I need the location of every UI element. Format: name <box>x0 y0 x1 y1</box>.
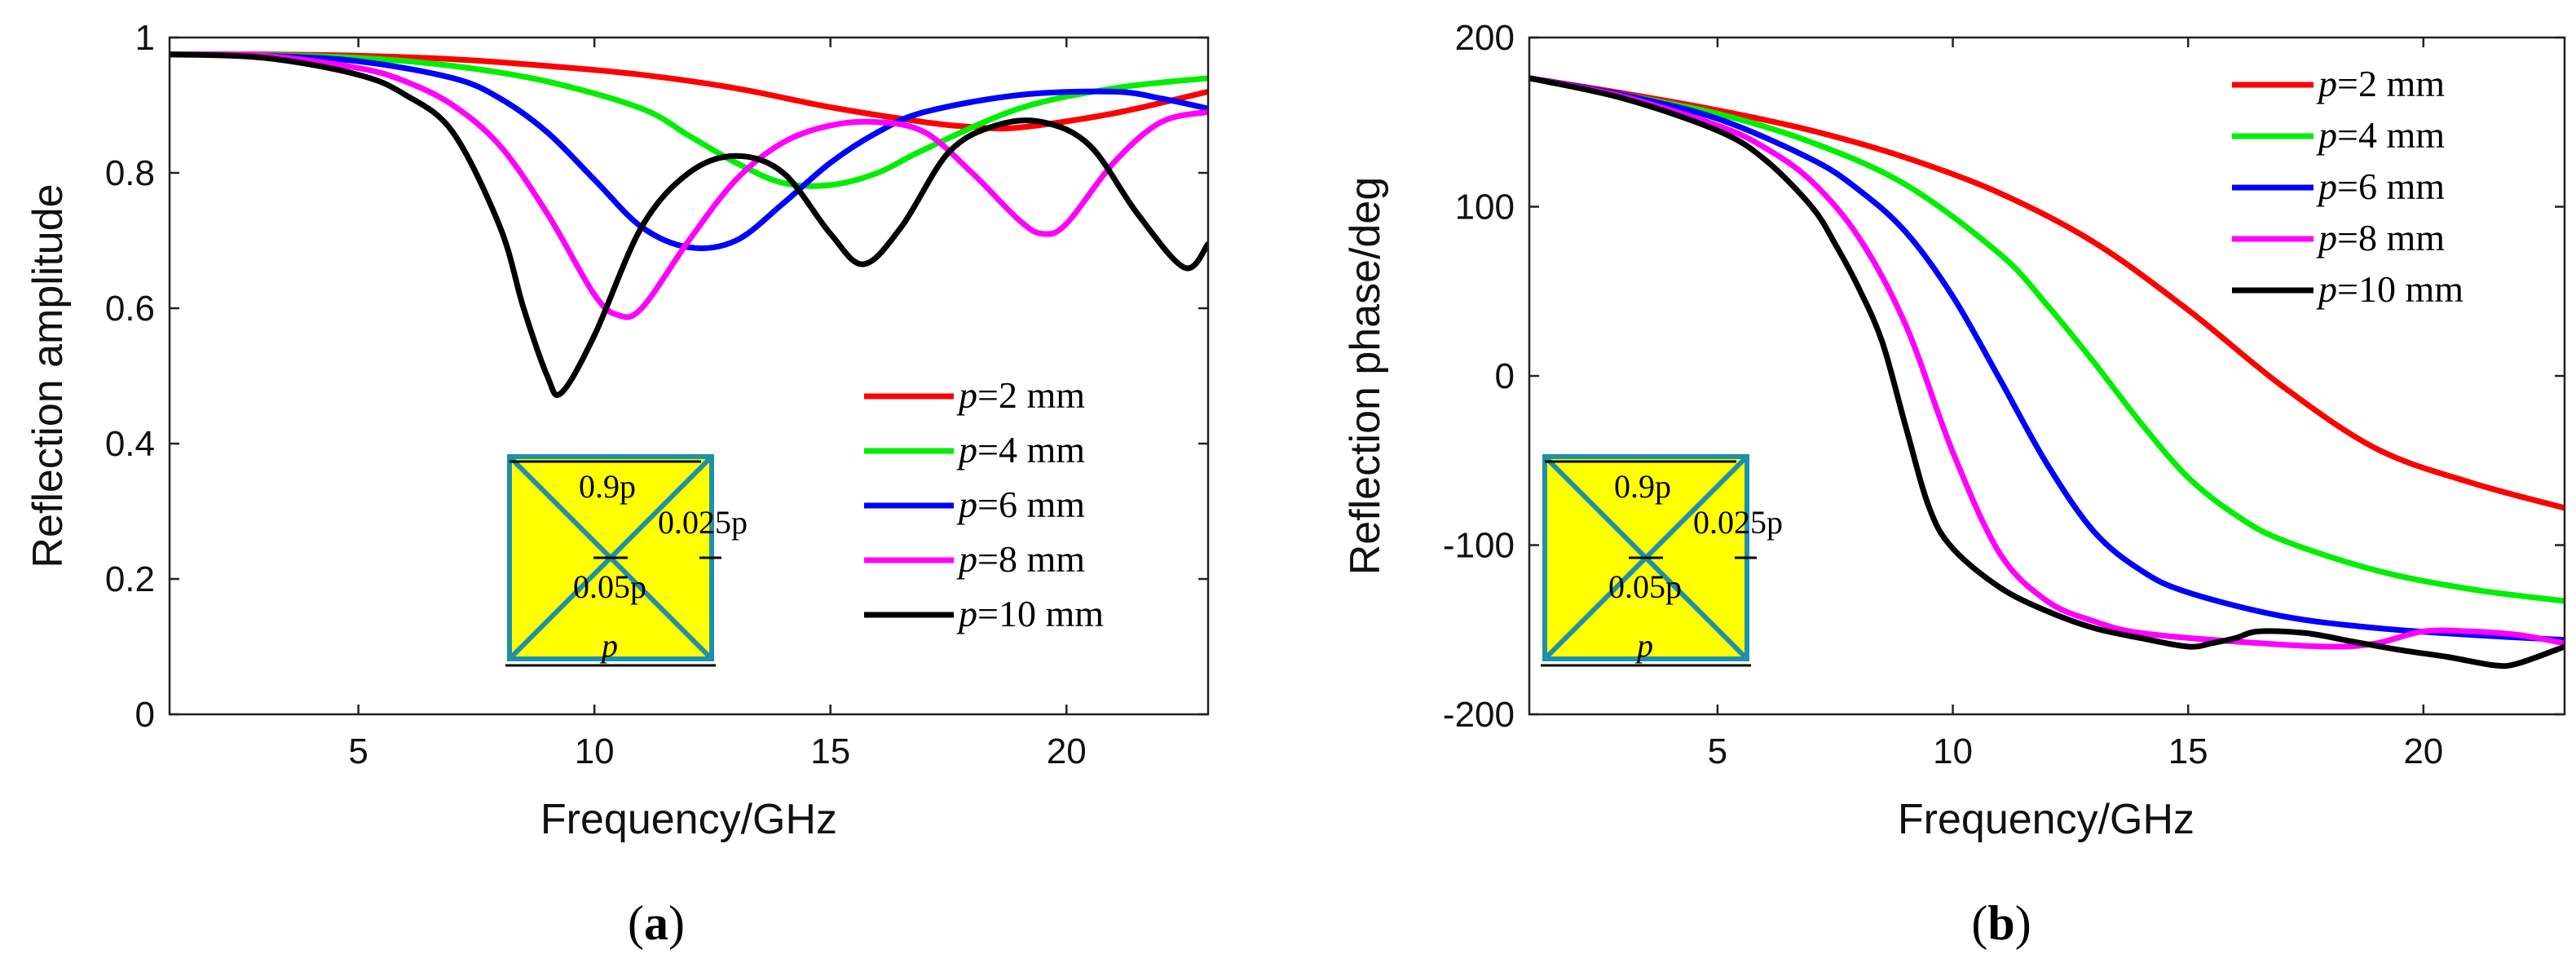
inset-label-period-b: p <box>1634 627 1653 664</box>
inset-label-gap-a: 0.05p <box>573 568 646 605</box>
series-line-b-1 <box>1529 75 2565 511</box>
legend-a: p=2 mmp=4 mmp=6 mmp=8 mmp=10 mm <box>864 374 1104 634</box>
legend-label-value: =8 mm <box>2337 217 2445 258</box>
legend-label-value: =10 mm <box>977 593 1104 634</box>
x-tick-label: 15 <box>2168 731 2208 771</box>
caption-letter-a: a <box>644 896 668 950</box>
y-ticks-a: 0 0.2 0.4 0.6 0.8 1 <box>105 18 1208 735</box>
x-tick-label: 10 <box>575 731 615 771</box>
y-tick-label: 1 <box>135 18 155 58</box>
legend-label-var: p <box>956 593 977 634</box>
y-tick-label: 100 <box>1455 188 1515 228</box>
legend-label-var: p <box>956 538 977 580</box>
legend-label-3: p=6 mm <box>2316 166 2445 207</box>
series-line-b-2 <box>1529 75 2565 604</box>
legend-label-5: p=10 mm <box>2316 268 2464 310</box>
x-ticks-b: 5 10 15 20 <box>1708 38 2443 771</box>
legend-b: p=2 mmp=4 mmp=6 mmp=8 mmp=10 mm <box>2232 63 2464 310</box>
caption-label-a: (a) <box>628 896 685 950</box>
y-tick-label: 0.2 <box>105 559 155 599</box>
y-tick-label: 0.4 <box>105 424 155 464</box>
legend-label-2: p=4 mm <box>2316 114 2445 156</box>
unit-cell-inset-b: 0.9p 0.05p 0.025p p <box>1541 454 1783 667</box>
legend-label-5: p=10 mm <box>956 593 1104 634</box>
legend-label-4: p=8 mm <box>956 538 1085 580</box>
x-tick-label: 15 <box>810 731 850 771</box>
legend-label-value: =2 mm <box>977 374 1085 416</box>
series-line-b-4 <box>1529 75 2565 650</box>
y-axis-label-b: Reflection phase/deg <box>1342 177 1389 576</box>
y-axis-label-a: Reflection amplitude <box>24 183 72 568</box>
legend-label-3: p=6 mm <box>956 484 1085 525</box>
x-tick-label: 5 <box>1708 731 1727 771</box>
inset-label-edge-b: 0.025p <box>1693 504 1783 541</box>
y-tick-label: 0.6 <box>105 289 155 329</box>
inset-label-width-a: 0.9p <box>579 468 636 505</box>
legend-label-value: =4 mm <box>2337 114 2445 156</box>
legend-label-var: p <box>956 484 977 525</box>
y-tick-label: 0 <box>135 695 155 735</box>
x-axis-label-b: Frequency/GHz <box>1898 796 2194 843</box>
inset-label-gap-b: 0.05p <box>1608 568 1682 605</box>
axes-frame-a <box>168 36 1210 716</box>
legend-label-var: p <box>2316 114 2337 156</box>
inset-label-width-b: 0.9p <box>1614 468 1671 505</box>
y-tick-label: 0 <box>1495 356 1515 396</box>
legend-label-value: =2 mm <box>2337 63 2445 104</box>
y-tick-label: -100 <box>1443 526 1515 566</box>
caption-letter-b: b <box>1987 896 2014 950</box>
legend-label-4: p=8 mm <box>2316 217 2445 258</box>
legend-label-var: p <box>2316 217 2337 258</box>
series-line-b-5 <box>1529 75 2565 669</box>
legend-label-var: p <box>2316 63 2337 104</box>
legend-label-value: =10 mm <box>2337 268 2464 310</box>
series-line-a-4 <box>170 51 1208 320</box>
legend-label-var: p <box>2316 268 2337 310</box>
caption-a: (a) <box>628 896 685 950</box>
legend-label-value: =6 mm <box>977 484 1085 525</box>
inset-label-edge-a: 0.025p <box>658 504 748 541</box>
series-group-a <box>170 51 1208 398</box>
legend-label-1: p=2 mm <box>956 374 1085 416</box>
x-tick-label: 20 <box>2403 731 2443 771</box>
y-tick-label: 200 <box>1455 18 1515 58</box>
y-tick-label: -200 <box>1443 695 1515 735</box>
legend-label-value: =8 mm <box>977 538 1085 580</box>
series-line-a-3 <box>170 51 1208 251</box>
x-axis-label-a: Frequency/GHz <box>540 796 837 843</box>
x-tick-label: 10 <box>1933 731 1973 771</box>
x-ticks-a: 5 10 15 20 <box>348 38 1087 771</box>
legend-label-var: p <box>956 429 977 471</box>
unit-cell-inset-a: 0.9p 0.05p 0.025p p <box>505 454 748 667</box>
panel-a: 5 10 15 20 0 0.2 0.4 0.6 0.8 1 Frequency/GHz Ref… <box>24 18 1210 950</box>
legend-label-value: =4 mm <box>977 429 1085 471</box>
x-tick-label: 20 <box>1047 731 1087 771</box>
inset-label-period-a: p <box>599 627 618 664</box>
series-group-b <box>1529 75 2565 669</box>
y-tick-label: 0.8 <box>105 153 155 193</box>
legend-label-var: p <box>956 374 977 416</box>
panel-b: 5 10 15 20 -200 -100 0 100 200 Frequency/GHz Re… <box>1342 18 2566 950</box>
series-line-a-5 <box>170 51 1208 398</box>
y-ticks-b: -200 -100 0 100 200 <box>1443 18 2565 735</box>
caption-b: (b) <box>1971 896 2031 950</box>
x-tick-label: 5 <box>348 731 368 771</box>
legend-label-value: =6 mm <box>2337 166 2445 207</box>
legend-label-var: p <box>2316 166 2337 207</box>
caption-label-b: (b) <box>1971 896 2031 950</box>
series-line-b-3 <box>1529 75 2565 643</box>
legend-label-1: p=2 mm <box>2316 63 2445 104</box>
legend-label-2: p=4 mm <box>956 429 1085 471</box>
